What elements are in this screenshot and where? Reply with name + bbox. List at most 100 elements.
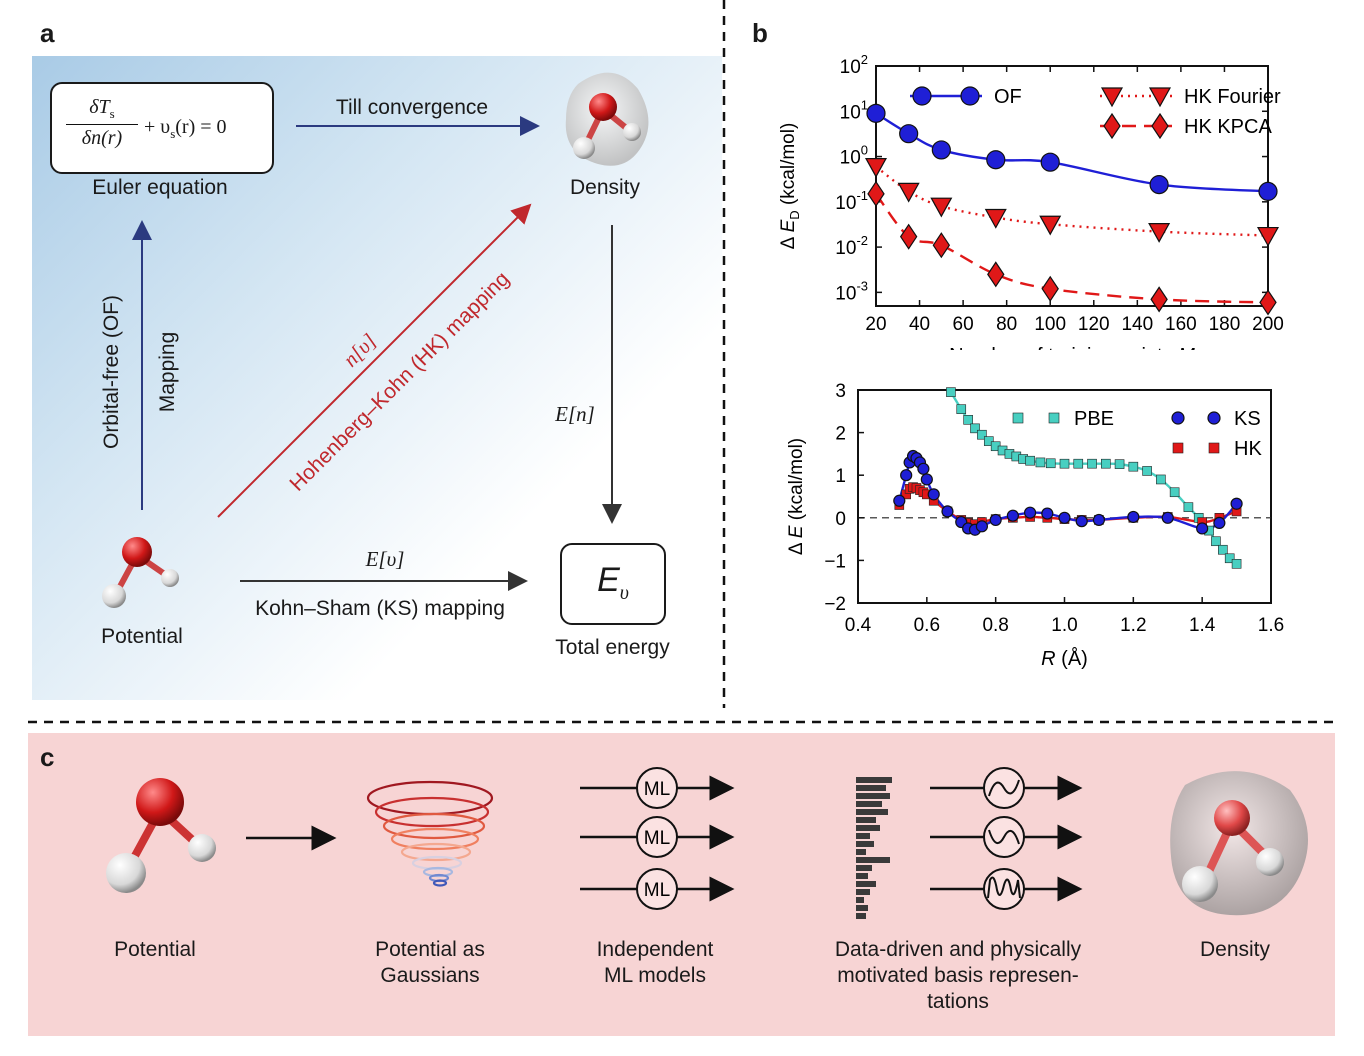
data-point-pbe <box>983 436 994 446</box>
data-point-ks <box>893 494 906 507</box>
data-point-pbe <box>1218 544 1228 555</box>
legend-marker <box>1151 112 1169 140</box>
y-tick-label: −1 <box>824 551 846 572</box>
orbital-free-label: Orbital-free (OF) <box>100 295 123 450</box>
data-point-hk-kpca <box>899 223 918 250</box>
euler-rest-text: + υ <box>144 116 171 138</box>
euler-fraction: δTs δn(r) <box>66 96 138 150</box>
x-tick-label: 60 <box>953 314 974 335</box>
legend-pbe-marker <box>1012 412 1024 424</box>
data-point-pbe <box>1059 458 1070 469</box>
legend-marker <box>960 86 980 106</box>
data-point-hk-fourier <box>1148 222 1171 243</box>
basis-functions-group <box>930 767 1083 910</box>
data-point-hk-fourier <box>1256 226 1280 247</box>
hk-mapping-arrow <box>217 203 532 518</box>
euler-rest-sub: s <box>170 126 176 141</box>
data-point-pbe <box>1142 466 1152 476</box>
x-tick-label: 20 <box>865 314 886 335</box>
legend-label: HK KPCA <box>1184 116 1272 138</box>
data-point-ks <box>927 488 940 501</box>
x-tick-label: 200 <box>1252 314 1284 335</box>
data-point-hk-fourier <box>897 182 920 203</box>
panel-c-letter: c <box>40 742 55 772</box>
panel-c-label-gaussians: Potential as Gaussians <box>375 938 485 987</box>
data-point-pbe <box>1211 536 1221 547</box>
panel-c-label-potential: Potential <box>114 938 196 961</box>
x-tick-label: 40 <box>909 314 930 335</box>
legend-ks-marker <box>1207 411 1221 425</box>
y-axis-label: Δ ED (kcal/mol) <box>778 123 802 250</box>
data-point-pbe <box>1045 458 1056 469</box>
data-point-of <box>899 124 919 144</box>
y-tick-label: 10-1 <box>835 188 868 214</box>
data-point-pbe <box>1025 455 1035 466</box>
y-tick-label: −2 <box>824 594 846 615</box>
legend-marker <box>1100 87 1124 108</box>
mapping-label: Mapping <box>156 331 179 413</box>
data-point-ks <box>1006 509 1019 522</box>
data-point-hk-kpca <box>1150 286 1168 313</box>
y-tick-label: 102 <box>840 52 868 78</box>
legend-label: OF <box>994 86 1022 108</box>
till-convergence-label: Till convergence <box>335 96 489 119</box>
data-point-ks <box>900 469 913 482</box>
data-point-ks <box>920 473 933 486</box>
euler-frac-top-sub: s <box>109 106 115 121</box>
panel-c-density-molecule-icon <box>1170 771 1308 916</box>
data-point-hk-kpca <box>867 180 885 207</box>
panel-c-graphics: ML ML ML <box>106 767 1308 919</box>
total-energy-symbol: Eυ <box>562 561 664 605</box>
x-tick-label: 80 <box>996 314 1017 335</box>
data-point-pbe <box>1100 458 1111 469</box>
x-tick-label: 100 <box>1034 314 1066 335</box>
y-tick-label: 0 <box>835 509 846 530</box>
data-point-ks <box>1127 510 1140 524</box>
y-tick-label: 1 <box>835 466 846 487</box>
data-point-pbe <box>977 429 987 440</box>
density-label: Density <box>569 176 641 199</box>
ml-text-1: ML <box>644 779 670 800</box>
panel-a-letter: a <box>40 18 55 48</box>
legend-marker <box>1148 87 1172 108</box>
data-point-pbe <box>1128 461 1139 472</box>
data-point-pbe <box>946 387 956 397</box>
data-point-pbe <box>1073 458 1084 469</box>
panel-c-label-density: Density <box>1199 938 1271 961</box>
data-point-pbe <box>956 404 967 414</box>
data-point-ks <box>1196 522 1209 535</box>
e-of-v-label: E[υ] <box>365 547 405 571</box>
data-point-pbe <box>1087 458 1097 469</box>
data-point-ks <box>941 505 954 518</box>
x-tick-label: 1.6 <box>1258 615 1284 636</box>
legend-ks-label: KS <box>1234 408 1261 430</box>
x-tick-label: 0.4 <box>845 615 872 636</box>
data-point-ks <box>917 462 930 475</box>
gaussians-funnel-icon <box>366 780 494 887</box>
euler-rest: + υs(r) = 0 <box>144 116 227 142</box>
data-point-pbe <box>1231 559 1242 569</box>
ml-models-group: ML ML ML <box>580 767 735 910</box>
data-point-pbe <box>1114 459 1125 469</box>
panel-c-potential-molecule-icon <box>106 778 216 893</box>
panel-b-letter: b <box>752 18 768 48</box>
basis-bars-icon <box>856 777 892 919</box>
y-tick-label: 3 <box>835 381 846 402</box>
e-symbol-sub: υ <box>619 581 629 604</box>
y-tick-label: 100 <box>840 143 868 169</box>
data-point-hk-fourier <box>1039 215 1062 236</box>
euler-frac-top: δT <box>89 96 110 118</box>
e-of-n-label: E[n] <box>555 402 595 426</box>
data-point-hk-kpca <box>1259 289 1277 316</box>
data-point-ks <box>1075 515 1088 528</box>
y-axis-label: Δ E (kcal/mol) <box>786 438 807 555</box>
euler-label: Euler equation <box>92 176 228 199</box>
total-energy-label: Total energy <box>555 636 670 659</box>
data-point-hk-kpca <box>932 232 951 259</box>
data-point-hk-fourier <box>864 157 888 178</box>
euler-equation-box: δTs δn(r) + υs(r) = 0 <box>50 82 274 174</box>
x-tick-label: 0.8 <box>982 615 1008 636</box>
legend-pbe-label: PBE <box>1074 408 1114 430</box>
data-point-ks <box>1213 516 1226 530</box>
ks-mapping-label: Kohn–Sham (KS) mapping <box>255 597 505 620</box>
